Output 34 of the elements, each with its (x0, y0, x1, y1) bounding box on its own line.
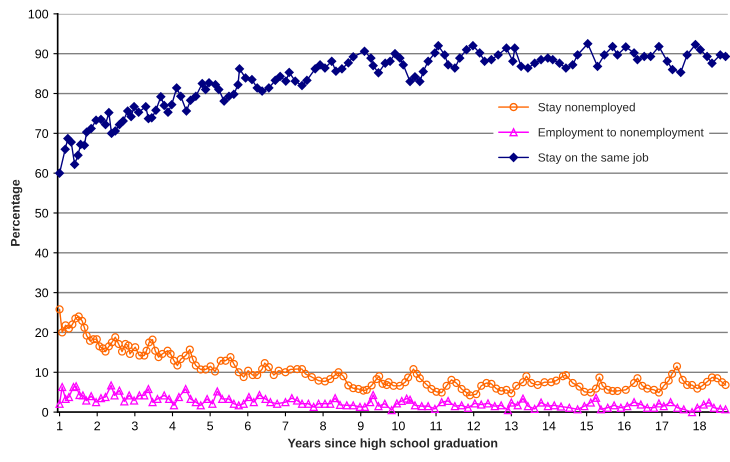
x-tick-label: 11 (430, 422, 442, 430)
x-tick-label: 5 (207, 422, 214, 430)
x-tick-label: 4 (169, 422, 176, 430)
x-tick-label: 12 (468, 421, 480, 430)
x-tick-label: 2 (94, 421, 100, 430)
x-tick-label: 17 (656, 422, 668, 430)
x-tick-label: 3 (132, 421, 138, 430)
legend-label: Employment to nonemployment (538, 128, 704, 139)
y-tick-label: 10 (36, 368, 48, 377)
y-tick-label: 80 (35, 89, 48, 98)
x-tick-label: 10 (392, 421, 405, 430)
x-tick-label: 16 (618, 421, 631, 430)
x-axis-title: Years since high school graduation (288, 438, 498, 450)
y-tick-label: 90 (35, 49, 48, 58)
legend-label: Stay nonemployed (538, 102, 635, 114)
y-tick-label: 70 (35, 129, 48, 138)
x-tick-label: 18 (694, 421, 706, 430)
y-tick-label: 20 (35, 328, 48, 338)
legend-label: Stay on the same job (538, 153, 648, 164)
x-tick-label: 9 (358, 421, 364, 430)
y-tick-label: 100 (28, 10, 48, 19)
x-tick-label: 7 (282, 422, 288, 430)
x-tick-label: 14 (542, 422, 556, 430)
y-tick-label: 60 (35, 168, 48, 178)
x-tick-label: 15 (580, 422, 594, 430)
y-axis-title: Percentage (10, 180, 22, 246)
x-tick-label: 8 (320, 421, 326, 430)
x-tick-label: 13 (505, 421, 518, 430)
y-tick-label: 50 (35, 208, 48, 218)
x-tick-label: 6 (244, 421, 251, 430)
x-tick-label: 1 (57, 422, 62, 430)
y-tick-label: 40 (35, 248, 48, 258)
y-tick-label: 0 (42, 408, 48, 417)
y-tick-label: 30 (35, 288, 48, 298)
